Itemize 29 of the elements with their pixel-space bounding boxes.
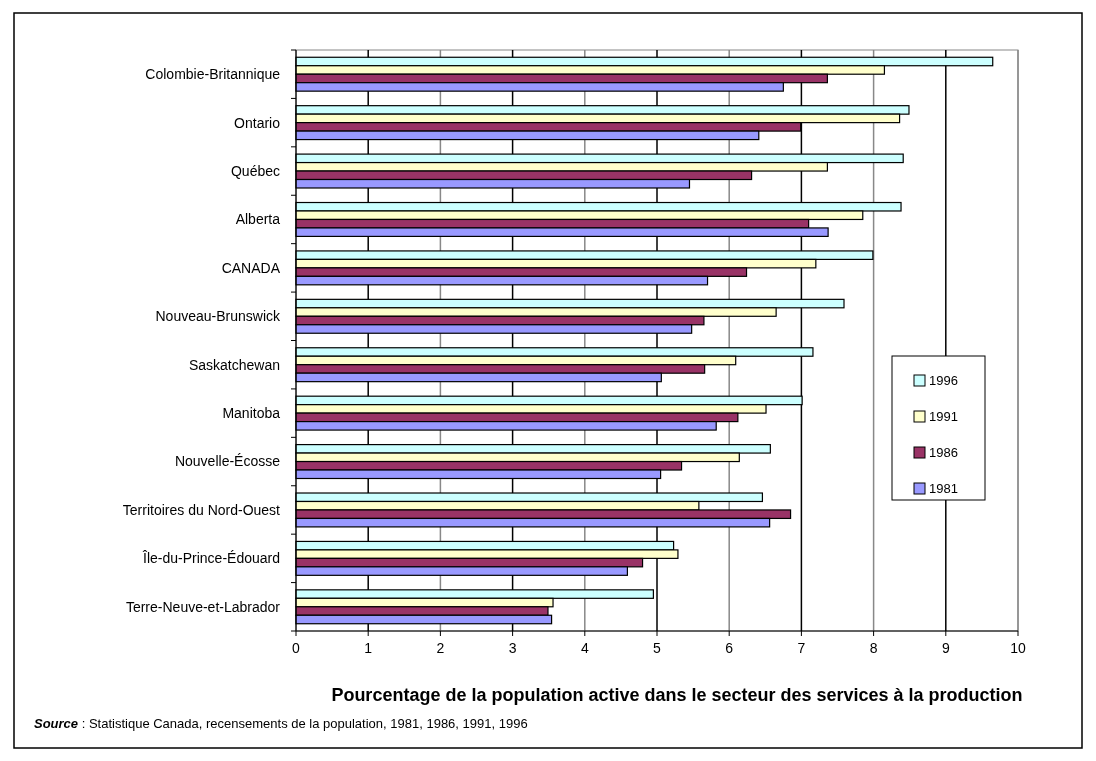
x-tick-label: 0 xyxy=(292,640,301,656)
x-tick-label: 1 xyxy=(364,640,373,656)
x-tick-label: 2 xyxy=(436,640,445,656)
x-tick-label: 4 xyxy=(580,640,589,656)
y-tick-label: Terre-Neuve-et-Labrador xyxy=(125,598,281,615)
y-tick-label: Alberta xyxy=(235,211,281,228)
legend-label: 1981 xyxy=(929,480,958,496)
y-tick-label: Nouvelle-Écosse xyxy=(174,453,281,470)
legend-label: 1996 xyxy=(929,372,958,388)
source-note: Source : Statistique Canada, recensements de la population, 1981, 1986, 1991, 1996 xyxy=(34,716,528,731)
y-tick-label: Colombie-Britannique xyxy=(145,66,281,83)
x-tick-label: 8 xyxy=(869,640,878,656)
x-tick-label: 9 xyxy=(941,640,950,656)
x-tick-label: 7 xyxy=(797,640,806,656)
y-tick-label: Manitoba xyxy=(222,405,281,422)
x-tick-label: 3 xyxy=(508,640,517,656)
y-tick-label: Île-du-Prince-Édouard xyxy=(142,550,280,567)
x-tick-label: 6 xyxy=(725,640,734,656)
x-tick-label: 5 xyxy=(653,640,662,656)
x-tick-label: 10 xyxy=(1010,640,1026,656)
x-axis-title: Pourcentage de la population active dans le secteur des services à la production xyxy=(331,685,1023,705)
y-tick-label: Territoires du Nord-Ouest xyxy=(122,501,281,518)
legend-label: 1986 xyxy=(929,444,958,460)
y-tick-label: Nouveau-Brunswick xyxy=(155,308,281,325)
y-tick-label: Saskatchewan xyxy=(188,356,280,373)
y-tick-label: Ontario xyxy=(234,114,281,131)
legend-label: 1991 xyxy=(929,408,958,424)
y-tick-label: Québec xyxy=(230,162,280,179)
y-tick-label: CANADA xyxy=(221,259,281,276)
